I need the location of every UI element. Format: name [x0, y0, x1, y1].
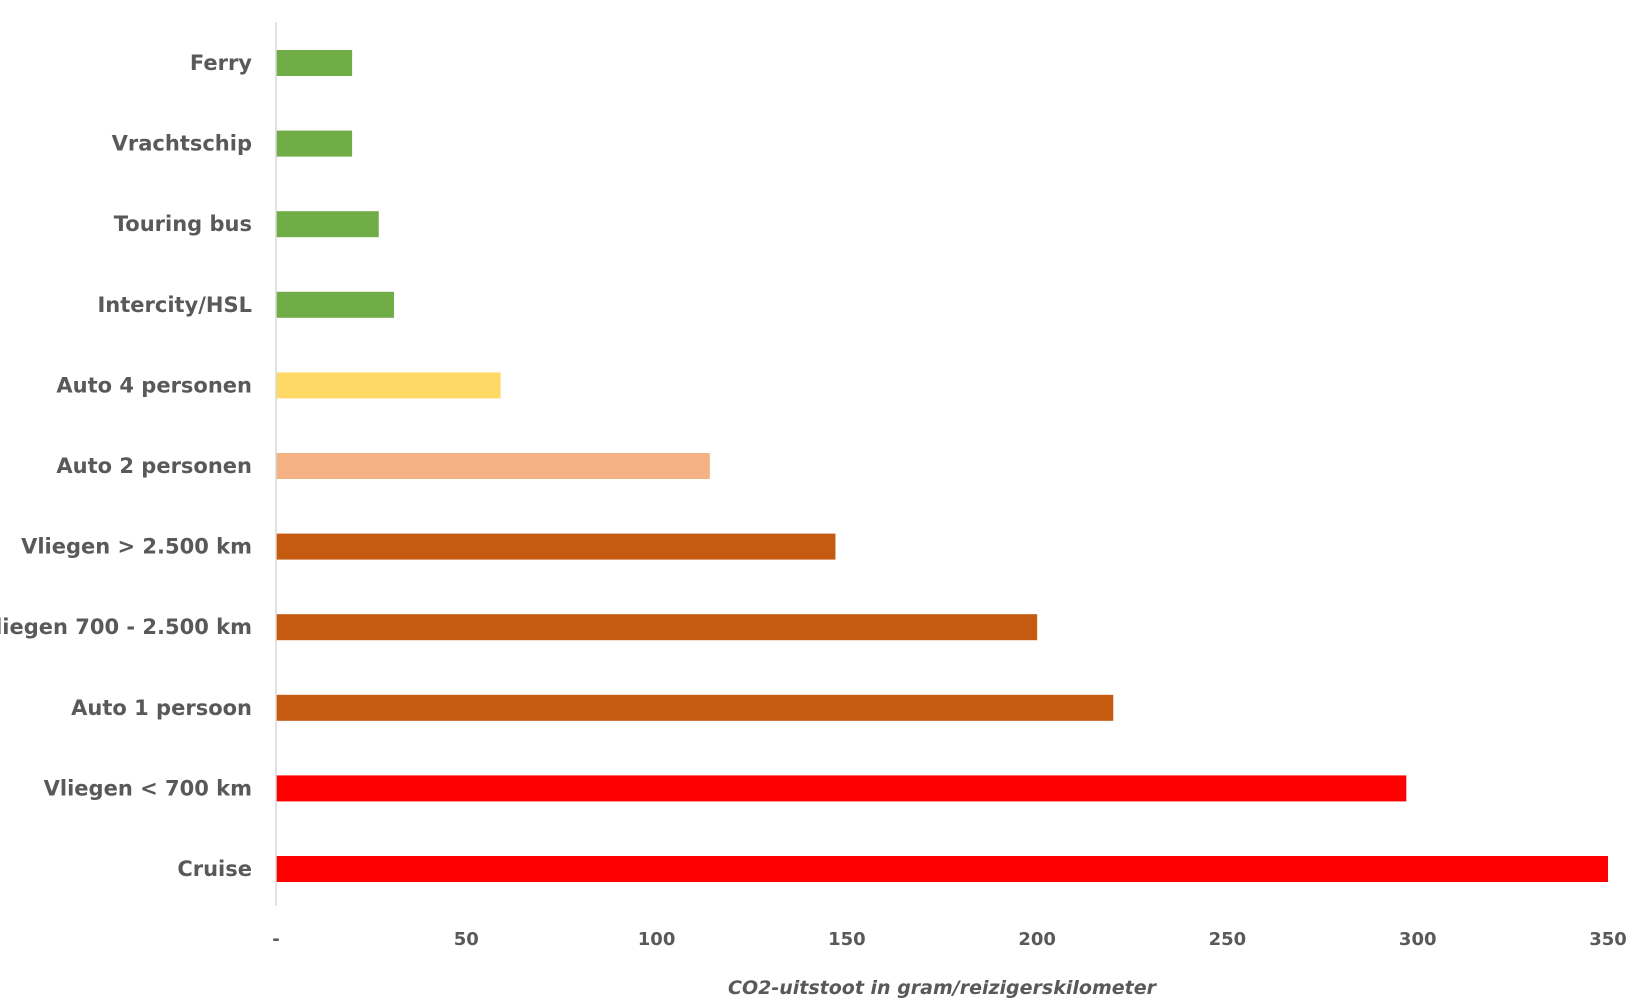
category-label: Cruise: [177, 857, 252, 881]
bars-group: [276, 50, 1608, 882]
bar: [276, 614, 1038, 641]
bar: [276, 856, 1608, 882]
x-tick-label: 50: [454, 929, 479, 950]
category-label: Intercity/HSL: [97, 293, 252, 317]
x-axis-title: CO2-uitstoot in gram/reizigerskilometer: [728, 977, 1158, 999]
category-label: Touring bus: [114, 212, 252, 236]
x-tick-label: 200: [1018, 929, 1056, 950]
x-tick-label: 150: [828, 929, 866, 950]
bar: [276, 453, 710, 479]
category-label: Auto 4 personen: [56, 373, 252, 397]
bar: [276, 50, 353, 76]
bar: [276, 533, 836, 560]
bar: [276, 130, 353, 157]
category-labels: Ferry Vrachtschip Touring bus Intercity/HSL…: [0, 51, 252, 881]
bar: [276, 291, 394, 318]
category-label: Auto 2 personen: [56, 454, 252, 478]
category-label: Vrachtschip: [112, 132, 252, 156]
bar: [276, 372, 501, 399]
x-tick-label: 300: [1399, 929, 1437, 950]
category-label: Auto 1 persoon: [71, 696, 252, 720]
category-label: Vliegen < 700 km: [44, 776, 252, 800]
bar: [276, 694, 1114, 721]
x-tick-label: 350: [1589, 929, 1627, 950]
x-tick-label: 250: [1209, 929, 1247, 950]
x-tick-label: 100: [638, 929, 676, 950]
category-label: Ferry: [190, 51, 252, 75]
category-label: Vliegen 700 - 2.500 km: [0, 615, 252, 639]
bar: [276, 775, 1407, 802]
x-tick-labels: - 50 100 150 200 250 300 350: [272, 929, 1627, 950]
x-tick-label: -: [272, 929, 279, 950]
category-label: Vliegen > 2.500 km: [21, 535, 252, 559]
bar: [276, 211, 379, 238]
